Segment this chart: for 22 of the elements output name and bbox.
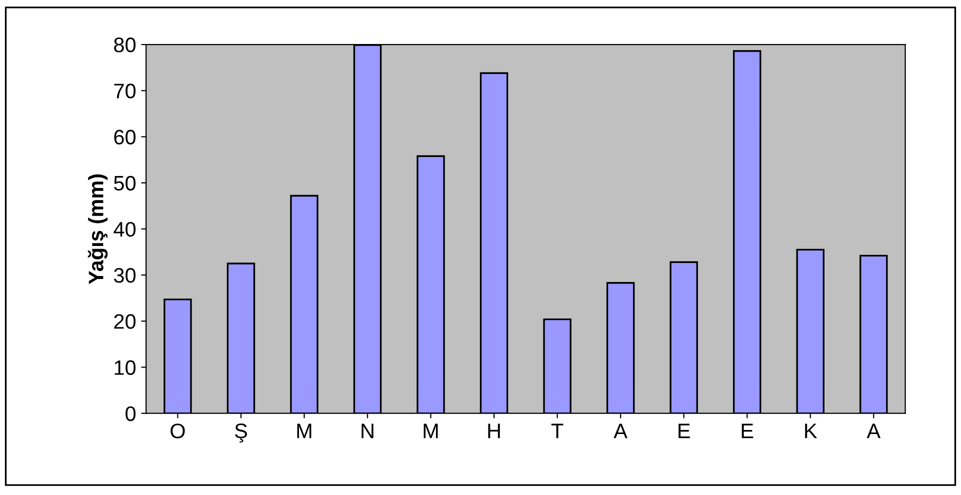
y-tick-label: 70: [114, 84, 136, 98]
x-tick-label: M: [297, 424, 312, 438]
x-tick-label: A: [614, 424, 628, 438]
y-tick-label: 10: [114, 360, 136, 375]
y-tick-label: 0: [126, 406, 136, 422]
x-tick-label: E: [678, 424, 690, 438]
x-tick-label: H: [488, 424, 500, 438]
y-tick-label: 40: [114, 222, 136, 237]
y-tick-label: 50: [114, 176, 136, 191]
x-tick-label: O: [170, 424, 185, 438]
x-tick-label: N: [362, 424, 374, 438]
y-axis-title: Yağış (mm): [88, 174, 108, 284]
x-tick-label: K: [805, 424, 818, 438]
x-tick-label: Ş: [234, 424, 247, 442]
x-tick-label: A: [866, 424, 881, 438]
x-tick-label: M: [424, 424, 438, 438]
y-tick-label: 20: [114, 314, 136, 329]
y-tick-label: 30: [114, 268, 136, 283]
x-tick-label: E: [742, 424, 754, 438]
x-tick-label: T: [551, 424, 564, 438]
y-tick-label: 80: [114, 38, 136, 52]
y-tick-label: 60: [114, 130, 136, 144]
